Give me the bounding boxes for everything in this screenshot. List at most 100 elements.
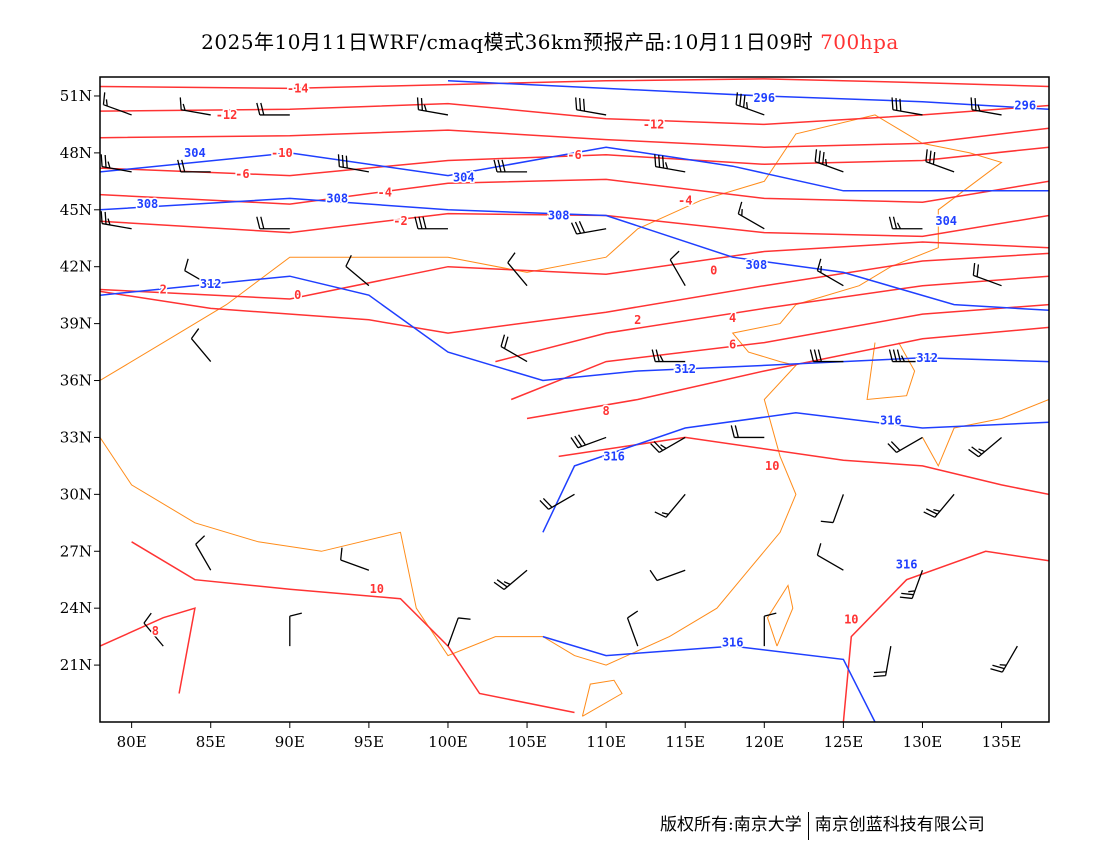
wind-barb xyxy=(730,425,765,439)
height-label: 312 xyxy=(674,362,696,376)
height-contour xyxy=(542,412,1049,533)
lat-tick-label: 21N xyxy=(60,656,92,674)
wind-barb xyxy=(256,102,290,116)
lat-tick-label: 48N xyxy=(60,144,92,162)
wind-barb xyxy=(990,645,1018,673)
wind-barb xyxy=(968,436,1002,458)
wind-barb xyxy=(873,646,892,678)
wind-barb xyxy=(102,92,132,116)
height-label: 308 xyxy=(548,208,570,222)
height-label: 316 xyxy=(880,413,902,427)
boundary-line xyxy=(922,361,1049,468)
height-label: 304 xyxy=(184,146,206,160)
contour-labels: -14-12-10-6-4-2024681010810-6-12-4022962… xyxy=(135,80,1038,651)
height-label: 308 xyxy=(746,258,768,272)
temperature-contour xyxy=(100,178,1049,205)
boundary-line xyxy=(100,114,1003,666)
wind-barb xyxy=(493,569,528,591)
wind-barb xyxy=(416,97,449,116)
temperature-label: 10 xyxy=(370,582,384,596)
lat-tick-label: 51N xyxy=(60,87,92,105)
boundary-line xyxy=(866,342,916,401)
wind-barb xyxy=(649,569,686,582)
height-contour xyxy=(100,197,1049,312)
wind-barb xyxy=(570,434,607,449)
wind-barb xyxy=(337,154,369,173)
lon-tick-label: 115E xyxy=(665,733,705,751)
lon-tick-label: 105E xyxy=(507,733,547,751)
lon-tick-label: 90E xyxy=(275,733,305,751)
wind-barb xyxy=(626,610,639,647)
temperature-label: 2 xyxy=(160,282,167,296)
wind-barb xyxy=(179,97,211,116)
height-label: 308 xyxy=(137,197,159,211)
wind-barb xyxy=(507,252,528,287)
wind-barb xyxy=(100,154,132,173)
height-contours xyxy=(100,80,1049,722)
wind-barb xyxy=(888,349,923,363)
temperature-label: 6 xyxy=(729,337,736,351)
wind-barb xyxy=(651,349,686,363)
height-label: 296 xyxy=(1014,98,1036,112)
lon-tick-label: 125E xyxy=(824,733,864,751)
temperature-label: 8 xyxy=(603,404,610,418)
temperature-contour xyxy=(510,303,1049,401)
lon-tick-label: 95E xyxy=(354,733,384,751)
temperature-label: 4 xyxy=(729,311,736,325)
boundary-line xyxy=(766,584,794,647)
temperature-contour xyxy=(842,550,1049,722)
temperature-contours xyxy=(100,78,1049,722)
temperature-label: -12 xyxy=(643,117,665,131)
wind-barb xyxy=(100,211,132,230)
temperature-label: -4 xyxy=(678,193,692,207)
wind-barb xyxy=(887,436,923,454)
wind-barb xyxy=(447,617,471,647)
wind-barb xyxy=(816,258,844,287)
wind-barb xyxy=(500,334,528,363)
lat-tick-label: 24N xyxy=(60,599,92,617)
wind-barb xyxy=(737,201,765,230)
lon-tick-label: 135E xyxy=(982,733,1022,751)
lon-tick-label: 100E xyxy=(428,733,468,751)
temperature-label: -14 xyxy=(287,81,309,95)
lat-tick-label: 33N xyxy=(60,428,92,446)
lon-tick-label: 110E xyxy=(586,733,626,751)
height-label: 312 xyxy=(200,277,222,291)
temperature-contour xyxy=(131,541,575,714)
wind-barb xyxy=(970,97,1002,116)
wind-barb xyxy=(414,216,448,230)
temperature-label: 2 xyxy=(634,313,641,327)
wind-barb xyxy=(891,97,923,116)
wind-barb xyxy=(575,97,607,116)
temperature-label: -4 xyxy=(377,186,391,200)
temperature-contour xyxy=(558,436,1049,496)
wind-barb xyxy=(820,494,844,524)
wind-barb xyxy=(493,159,528,173)
height-label: 304 xyxy=(453,171,475,185)
wind-barb xyxy=(816,543,844,571)
wind-barb xyxy=(925,149,955,173)
height-contour xyxy=(542,635,876,722)
wind-barb xyxy=(184,258,212,287)
temperature-label: 10 xyxy=(844,613,858,627)
height-label: 312 xyxy=(916,351,938,365)
lon-tick-label: 80E xyxy=(117,733,147,751)
temperature-contour xyxy=(526,326,1049,420)
lat-tick-label: 27N xyxy=(60,542,92,560)
wind-barb xyxy=(763,612,777,647)
wind-barb xyxy=(195,535,212,571)
wind-barb xyxy=(345,254,370,287)
height-label: 304 xyxy=(935,214,957,228)
lon-tick-label: 130E xyxy=(903,733,943,751)
height-contour xyxy=(447,80,1049,111)
lon-tick-label: 85E xyxy=(196,733,226,751)
lat-tick-label: 45N xyxy=(60,201,92,219)
wind-barb xyxy=(289,612,302,647)
footer: 版权所有:南京大学 南京创蓝科技有限公司 xyxy=(660,810,985,840)
map-frame xyxy=(99,76,1050,723)
height-label: 316 xyxy=(603,449,625,463)
lat-tick-label: 36N xyxy=(60,372,92,390)
temperature-contour xyxy=(100,212,1049,238)
temperature-contour xyxy=(100,127,1049,148)
